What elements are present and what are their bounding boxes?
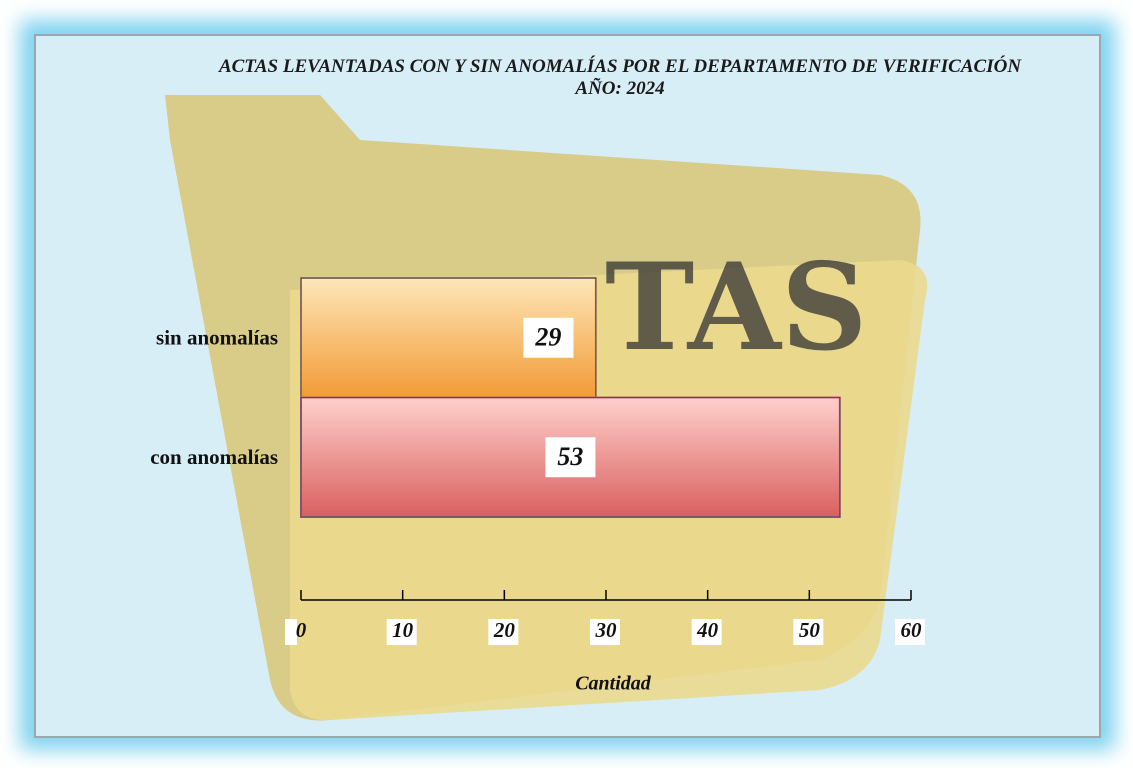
chart-subtitle: AÑO: 2024: [575, 78, 665, 99]
watermark: TAS: [605, 237, 868, 378]
x-axis-label: Cantidad: [575, 673, 652, 695]
tick-label-box: [488, 619, 519, 645]
x-tick-label: 30: [595, 618, 618, 642]
tick-label-box: [691, 619, 722, 645]
value-label-box: [545, 437, 596, 478]
y-tick-label: con anomalías: [150, 445, 278, 469]
chart-title-block: ACTAS LEVANTADAS CON Y SIN ANOMALÍAS POR…: [200, 56, 1040, 100]
y-tick-label: sin anomalías: [156, 326, 278, 350]
x-tick-label: 40: [696, 618, 719, 642]
x-tick-label: 0: [296, 618, 307, 642]
bar-edge: [300, 396, 841, 518]
x-tick-label: 60: [901, 618, 923, 642]
value-label-box: [523, 317, 574, 358]
value-label: 29: [534, 323, 561, 352]
x-tick-label: 20: [493, 618, 516, 642]
tick-label-box: [895, 619, 925, 645]
tick-label-box: [793, 619, 824, 645]
x-tick-label: 50: [799, 618, 821, 642]
chart-title: ACTAS LEVANTADAS CON Y SIN ANOMALÍAS POR…: [218, 56, 1022, 77]
x-tick-label: 10: [392, 618, 414, 642]
tick-label-box: [386, 619, 417, 645]
tick-label-box: [285, 619, 297, 645]
tick-label-box: [590, 619, 620, 645]
value-label: 53: [557, 442, 583, 471]
